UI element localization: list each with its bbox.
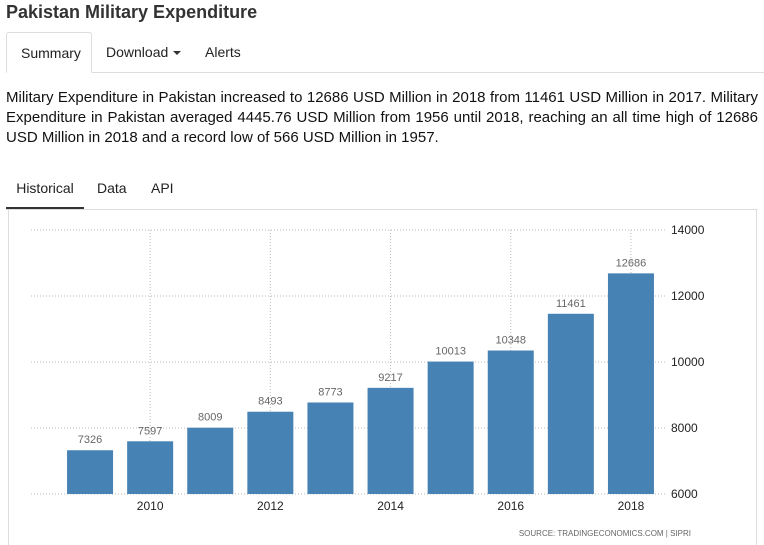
value-label: 7597 [138, 425, 162, 437]
value-label: 8493 [258, 396, 282, 408]
x-tick-label: 2018 [618, 499, 645, 513]
caret [173, 51, 182, 56]
y-tick-label: 10000 [671, 355, 705, 369]
bar [187, 427, 234, 494]
tab-label: Summary [21, 45, 81, 61]
source: SOURCE: TRADINGECONOMICS.COM | SIPRI [519, 529, 691, 538]
value-label: 12686 [616, 257, 647, 269]
y-tick-label: 12000 [671, 289, 705, 303]
description: Military Expenditure in Pakistan increas… [6, 89, 758, 146]
y-tick-label: 8000 [671, 421, 698, 435]
value-label: 11461 [556, 298, 586, 310]
chart: SOURCE: TRADINGECONOMICS.COM | SIPRI 600… [31, 223, 705, 538]
sub-tabs: Historical Data API [6, 172, 758, 210]
bar [367, 387, 414, 494]
chart-container: SOURCE: TRADINGECONOMICS.COM | SIPRI 600… [8, 210, 757, 545]
sub-tab[interactable]: API [151, 180, 174, 196]
x-tick-label: 2016 [497, 499, 524, 513]
value-label: 10348 [495, 335, 526, 347]
value-label: 10013 [435, 346, 466, 358]
bar [487, 350, 534, 494]
value-label: 8773 [318, 386, 342, 398]
y-tick-label: 14000 [671, 223, 705, 237]
bar [67, 450, 114, 494]
tab[interactable]: Alerts [191, 32, 255, 72]
bar [247, 411, 294, 494]
tab-label: Alerts [205, 44, 241, 60]
page-title: Pakistan Military Expenditure [6, 2, 258, 22]
bar [547, 313, 594, 494]
x-tick-label: 2014 [377, 499, 404, 513]
bar [127, 441, 174, 494]
tab-label: Download [106, 44, 169, 60]
nav-tabs: Summary Download Alerts [6, 32, 764, 73]
bar [607, 273, 654, 494]
value-label: 8009 [198, 412, 222, 424]
value-label: 7326 [78, 434, 102, 446]
value-label: 9217 [378, 372, 402, 384]
bar [307, 402, 354, 494]
x-tick-label: 2010 [137, 499, 164, 513]
y-tick-label: 6000 [671, 487, 698, 501]
tab[interactable]: Summary [6, 32, 92, 73]
bar [427, 361, 474, 494]
x-tick-label: 2012 [257, 499, 284, 513]
tab[interactable]: Download [92, 32, 195, 72]
sub-tab[interactable]: Historical [6, 172, 84, 209]
sub-tab[interactable]: Data [97, 180, 127, 196]
